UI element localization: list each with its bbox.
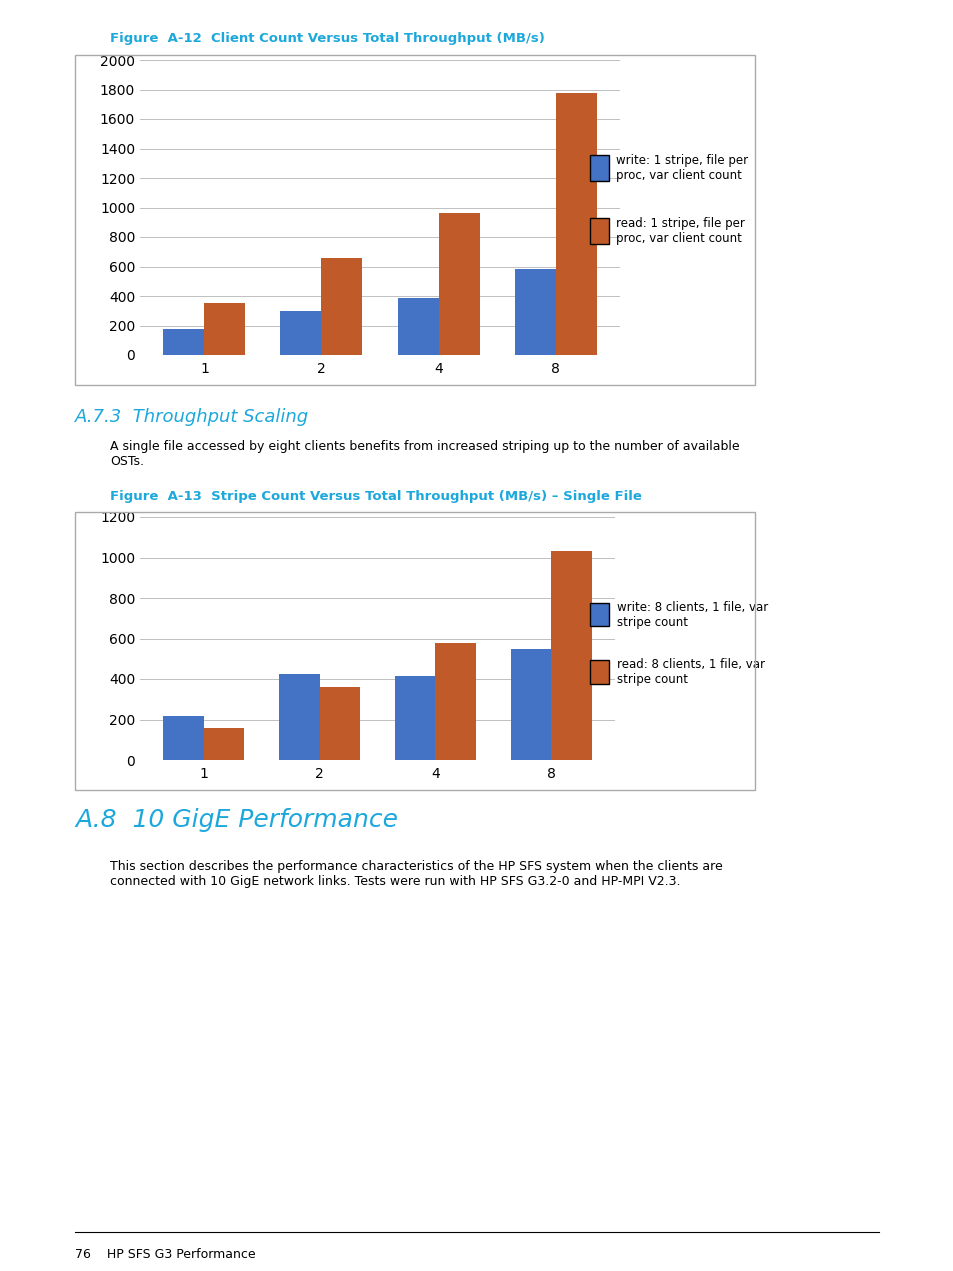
Text: 76    HP SFS G3 Performance: 76 HP SFS G3 Performance — [75, 1248, 255, 1261]
Bar — [551, 552, 591, 760]
Bar — [555, 93, 596, 355]
Bar — [510, 648, 551, 760]
FancyBboxPatch shape — [589, 219, 608, 244]
Text: This section describes the performance characteristics of the HP SFS system when: This section describes the performance c… — [110, 860, 722, 888]
Bar — [204, 304, 245, 355]
Bar — [321, 258, 362, 355]
Text: A.8  10 GigE Performance: A.8 10 GigE Performance — [75, 808, 397, 833]
Bar — [280, 311, 321, 355]
Bar — [278, 674, 319, 760]
Text: A single file accessed by eight clients benefits from increased striping up to t: A single file accessed by eight clients … — [110, 440, 739, 468]
Text: write: 1 stripe, file per
proc, var client count: write: 1 stripe, file per proc, var clie… — [616, 154, 748, 182]
Text: read: 8 clients, 1 file, var
stripe count: read: 8 clients, 1 file, var stripe coun… — [617, 658, 764, 686]
Bar — [397, 299, 438, 355]
Bar — [395, 676, 435, 760]
Bar — [163, 717, 204, 760]
Bar — [514, 269, 555, 355]
Bar — [435, 643, 476, 760]
Text: write: 8 clients, 1 file, var
stripe count: write: 8 clients, 1 file, var stripe cou… — [617, 601, 768, 629]
Text: read: 1 stripe, file per
proc, var client count: read: 1 stripe, file per proc, var clien… — [616, 217, 744, 245]
FancyBboxPatch shape — [589, 660, 609, 684]
Text: A.7.3  Throughput Scaling: A.7.3 Throughput Scaling — [75, 408, 309, 426]
Bar — [204, 727, 244, 760]
Text: Figure  A-13  Stripe Count Versus Total Throughput (MB/s) – Single File: Figure A-13 Stripe Count Versus Total Th… — [110, 491, 641, 503]
Bar — [319, 688, 359, 760]
Bar — [163, 329, 204, 355]
Bar — [438, 212, 479, 355]
Text: Figure  A-12  Client Count Versus Total Throughput (MB/s): Figure A-12 Client Count Versus Total Th… — [110, 32, 544, 44]
FancyBboxPatch shape — [589, 602, 609, 627]
FancyBboxPatch shape — [589, 155, 608, 180]
